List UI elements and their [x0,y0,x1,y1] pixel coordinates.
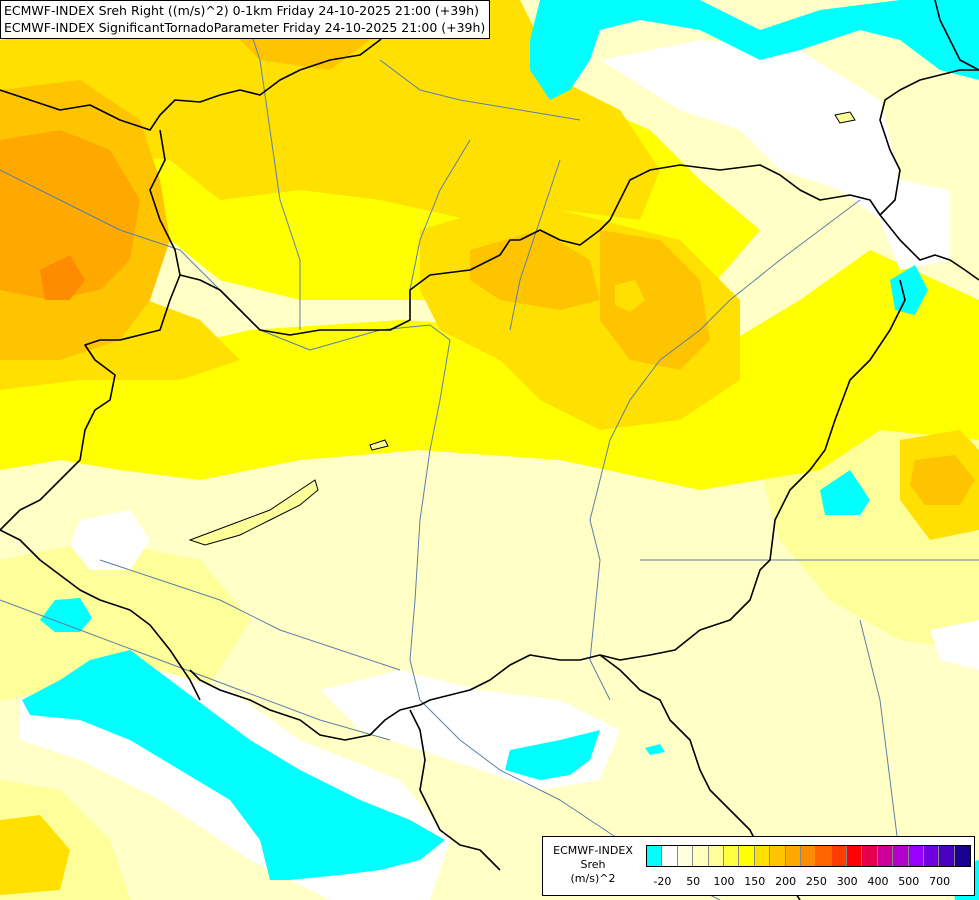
field-cyan-adriatic [22,650,445,880]
field-red-orange-core [40,255,85,300]
field-cyan-north [530,0,979,100]
legend-swatch [831,846,848,866]
river-olt [859,619,901,861]
legend-swatch [754,846,771,866]
legend-swatch [862,846,878,866]
lakes [188,111,856,546]
border-hr-si [0,529,201,701]
border-hu-ro [189,279,906,741]
border-cz-west [0,129,181,531]
river-danube [0,169,721,900]
legend-swatch [693,846,709,866]
river-morava [239,0,301,330]
border-sk-north [519,164,979,281]
field-cyan-west-blob [40,598,92,632]
legend-swatches [646,845,972,867]
field-yellow-band [0,250,979,490]
legend-swatch [924,846,940,866]
field-gold-hole-center [615,280,645,312]
field-white-northeast [600,40,950,270]
river-drava [99,559,401,671]
lake-small-center [369,439,389,451]
legend-tick-label: 150 [744,875,766,888]
legend-tick-label: 100 [713,875,735,888]
field-white-west [70,510,150,570]
border-sr-hr [409,709,501,871]
legend-swatch [770,846,786,866]
legend-label-line-1: ECMWF-INDEX [553,844,633,857]
river-vah [409,139,471,291]
legend-label-line-3: (m/s)^2 [570,872,616,885]
legend-swatch [677,846,694,866]
legend-swatch [739,846,755,866]
field-cyan-south-blob [505,730,600,780]
legend-swatch [908,846,925,866]
legend-tick-label: 200 [775,875,797,888]
legend-swatch [954,846,971,866]
river-vistula [379,59,581,121]
legend-swatch [800,846,817,866]
border-cz-sk-at [179,239,520,336]
field-gold-southwest-spot [0,815,70,895]
legend-label-line-2: Sreh [580,858,606,871]
map-title-line-1: ECMWF-INDEX Sreh Right ((m/s)^2) 0-1km F… [4,3,479,18]
color-legend: ECMWF-INDEX Sreh (m/s)^2 -20 50 100 150 200 2… [542,836,975,896]
legend-swatch [647,846,663,866]
legend-swatch [877,846,894,866]
field-red-orange-nw [0,130,140,300]
legend-swatch [785,846,801,866]
legend-swatch [723,846,740,866]
map-title-line-2: ECMWF-INDEX SignificantTornadoParameter … [4,20,486,35]
legend-swatch [893,846,909,866]
legend-tick-label: 300 [836,875,858,888]
border-ua-east [879,69,979,216]
field-gold-north [0,0,660,220]
field-white-east [930,620,979,670]
legend-tick-label: 250 [805,875,827,888]
lake-balaton [188,479,319,546]
legend-swatch [939,846,955,866]
legend-tick-label: 400 [867,875,889,888]
field-cyan-northeast-blob [890,265,928,315]
legend-swatch [708,846,724,866]
legend-label: ECMWF-INDEX Sreh (m/s)^2 [543,844,643,886]
field-cyan-small-south [645,744,665,755]
legend-swatch [847,846,863,866]
river-tisza [589,199,861,701]
map-title-box: ECMWF-INDEX Sreh Right ((m/s)^2) 0-1km F… [0,0,491,39]
legend-swatch [816,846,832,866]
legend-swatch [662,846,678,866]
border-north-east-cut [934,0,979,71]
river-sava [0,599,391,741]
legend-tick-label: 700 [929,875,951,888]
legend-tick-label: 50 [686,875,701,888]
border-cz-pl [0,0,401,131]
field-orange-east-spot [910,455,975,505]
legend-tick-label: 500 [898,875,920,888]
lake-small-north [834,111,856,124]
legend-tick-label: -20 [653,875,672,888]
river-hron [509,159,561,331]
field-cyan-east-blob [820,470,870,515]
field-orange-center-east [600,230,710,370]
